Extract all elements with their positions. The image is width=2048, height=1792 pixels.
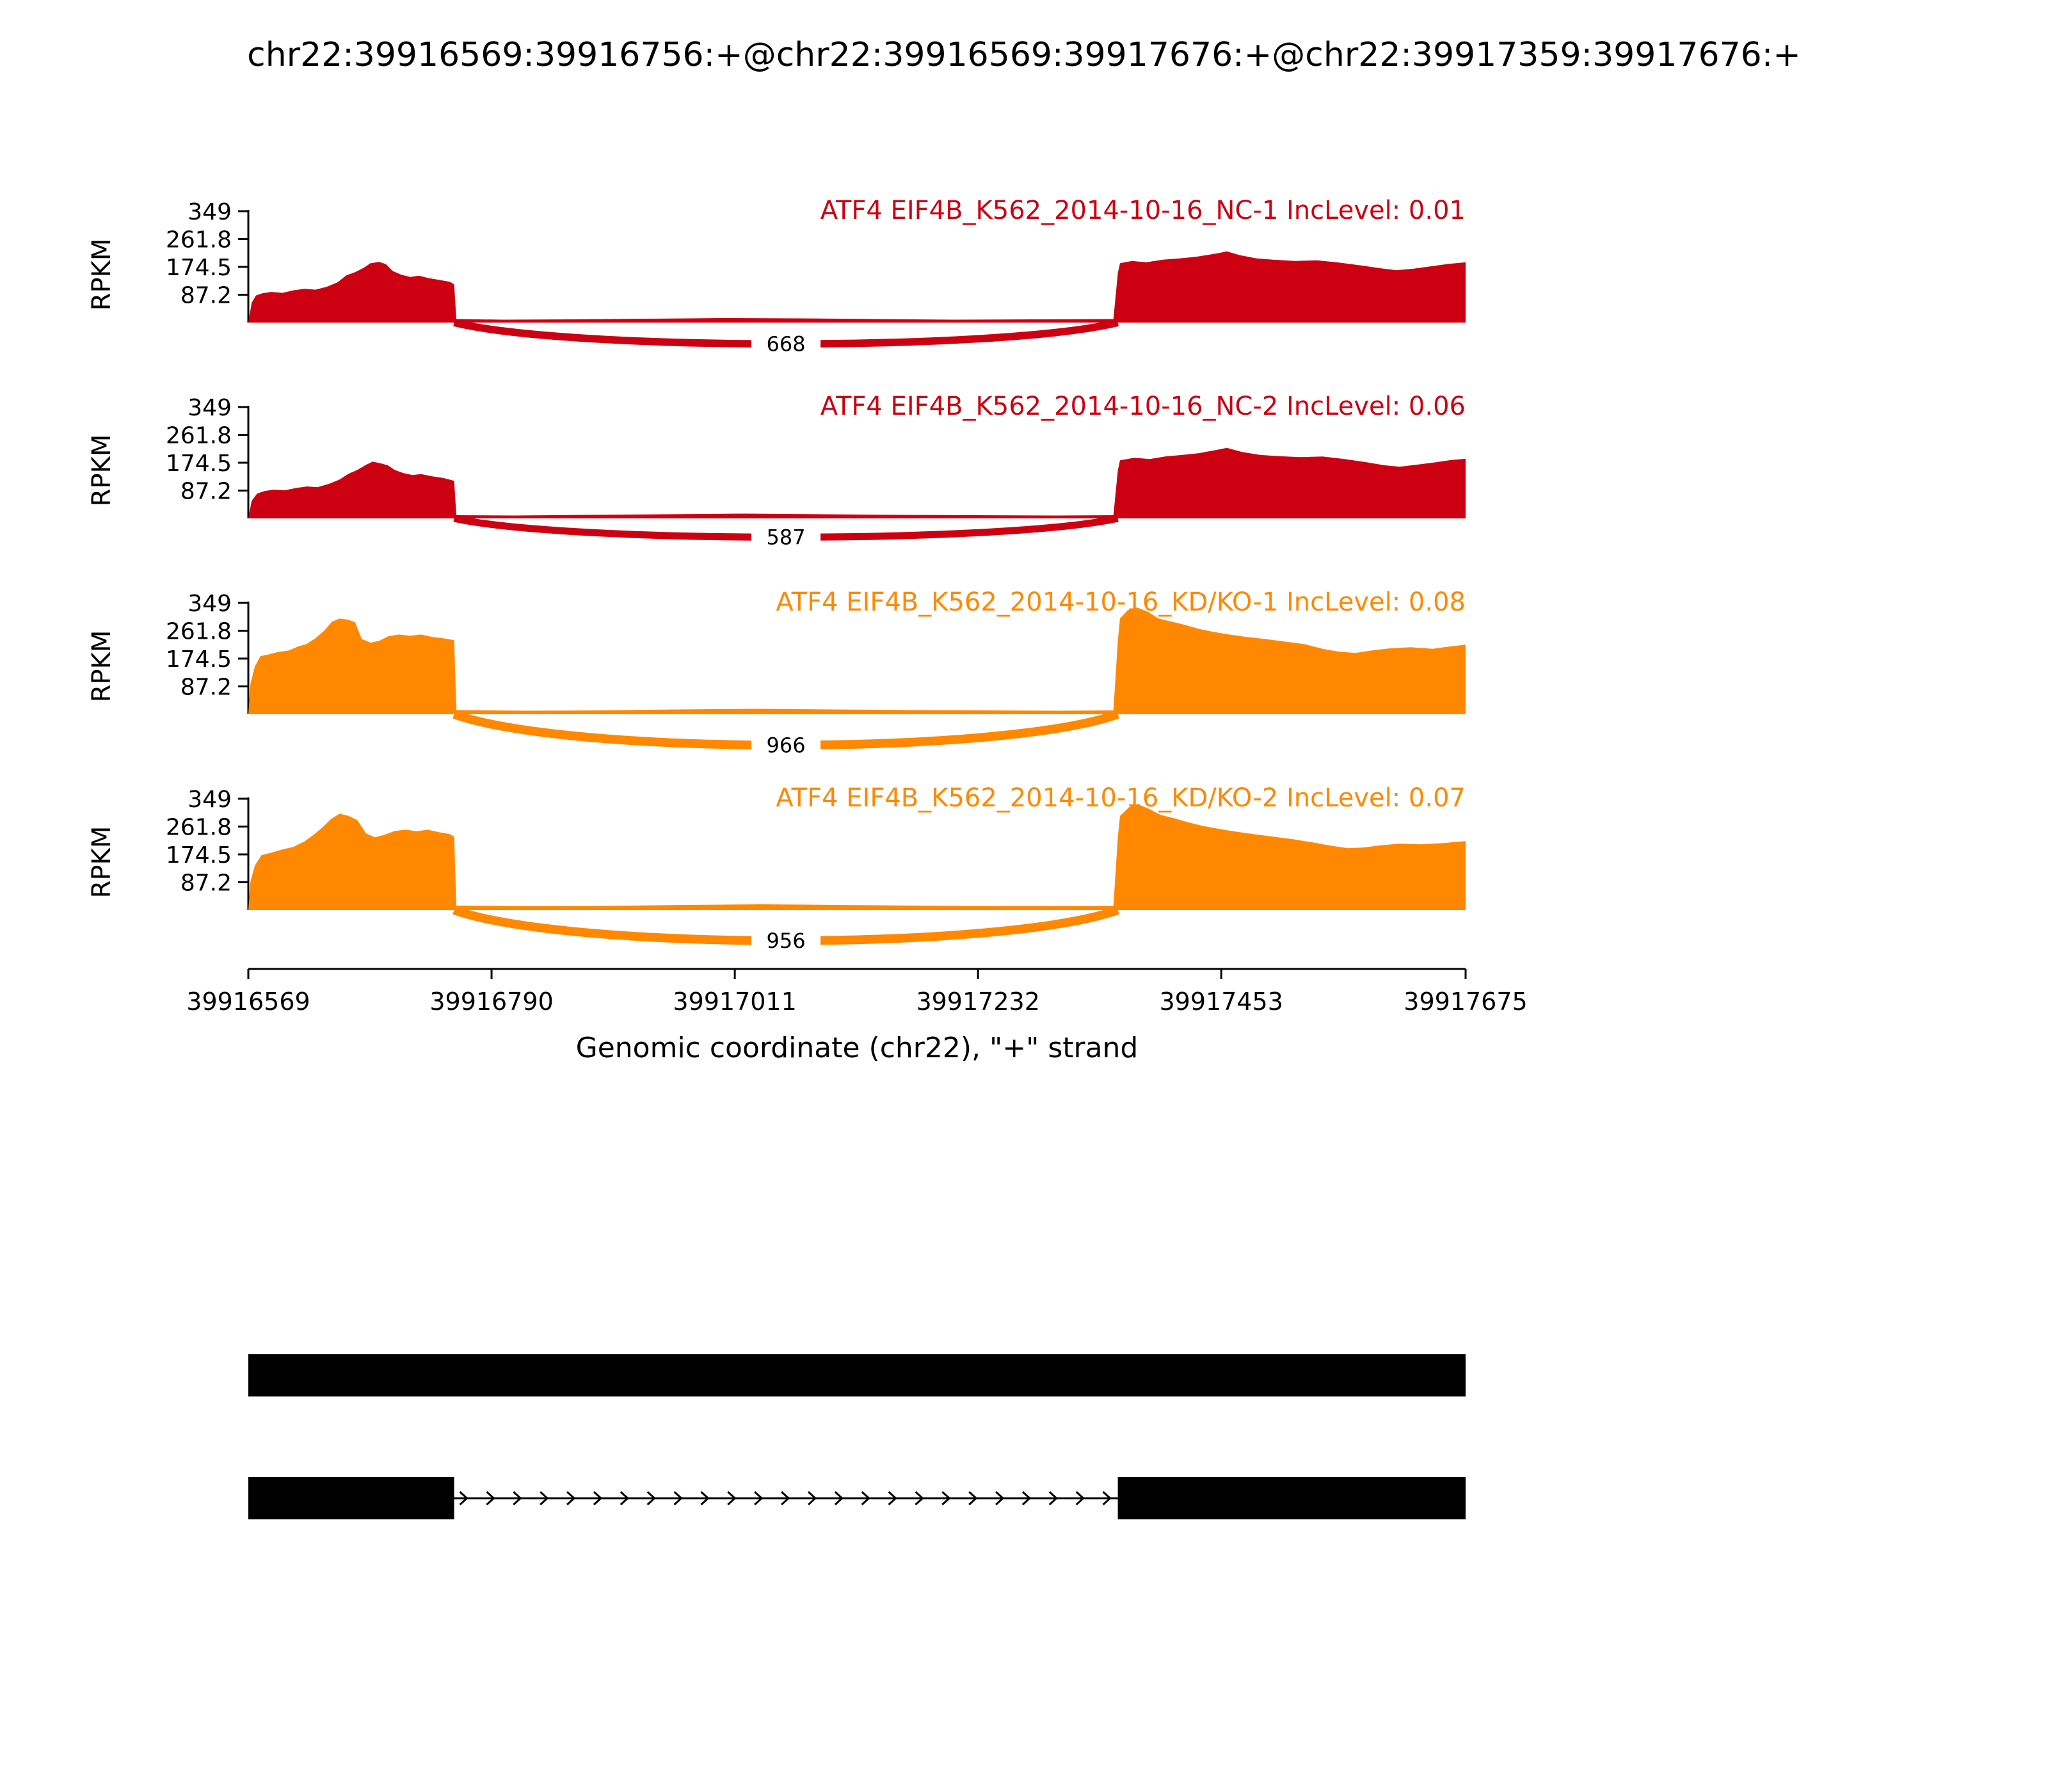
y-tick-label: 349 — [188, 199, 232, 225]
strand-arrow-icon — [861, 1491, 870, 1506]
strand-arrow-icon — [593, 1491, 603, 1506]
x-tick-label: 39916790 — [429, 988, 553, 1016]
y-tick-label: 87.2 — [180, 675, 232, 701]
strand-arrow-icon — [995, 1491, 1005, 1506]
track-label: ATF4 EIF4B_K562_2014-10-16_KD/KO-1 IncLe… — [776, 588, 1466, 617]
strand-arrow-icon — [646, 1491, 656, 1506]
coverage-area — [248, 447, 1466, 518]
strand-arrow-icon — [754, 1491, 764, 1506]
strand-arrow-icon — [781, 1491, 790, 1506]
junction-count-bg — [751, 730, 821, 760]
y-tick-label: 87.2 — [180, 479, 232, 505]
track-label: ATF4 EIF4B_K562_2014-10-16_NC-1 IncLevel… — [820, 196, 1466, 225]
junction-count: 966 — [767, 733, 806, 757]
strand-arrow-icon — [673, 1491, 683, 1506]
strand-arrow-icon — [888, 1491, 897, 1506]
strand-arrow-icon — [1075, 1491, 1085, 1506]
strand-arrow-icon — [915, 1491, 924, 1506]
strand-arrow-icon — [486, 1491, 495, 1506]
strand-arrow-icon — [700, 1491, 710, 1506]
strand-arrow-icon — [566, 1491, 576, 1506]
strand-arrow-icon — [807, 1491, 817, 1506]
coverage-area — [248, 607, 1466, 714]
x-tick-label: 39917675 — [1404, 988, 1527, 1016]
y-axis-label-rpkm: RPKM — [87, 630, 116, 703]
exon-block — [248, 1477, 454, 1519]
x-axis-title: Genomic coordinate (chr22), "+" strand — [575, 1032, 1139, 1064]
y-tick-label: 261.8 — [166, 618, 232, 644]
x-tick-label: 39917453 — [1160, 988, 1283, 1016]
y-tick-label: 261.8 — [166, 227, 232, 253]
strand-arrow-icon — [540, 1491, 549, 1506]
y-axis-label-rpkm: RPKM — [87, 826, 116, 899]
strand-arrow-icon — [834, 1491, 844, 1506]
y-tick-label: 261.8 — [166, 422, 232, 449]
junction-count: 587 — [767, 525, 806, 549]
y-tick-label: 349 — [188, 591, 232, 617]
track-label: ATF4 EIF4B_K562_2014-10-16_NC-2 IncLevel… — [820, 392, 1466, 421]
junction-count: 668 — [767, 332, 806, 356]
gene-structure — [248, 1354, 1466, 1519]
y-tick-label: 174.5 — [166, 842, 232, 868]
y-tick-label: 87.2 — [180, 870, 232, 897]
x-axis: 39916569 39916790 39917011 39917232 39917453… — [186, 968, 1528, 1016]
x-tick-label: 39917011 — [673, 988, 796, 1016]
plot-title: chr22:39916569:39916756:+@chr22:39916569… — [247, 36, 1801, 74]
inclusion-isoform — [248, 1354, 1466, 1396]
x-tick-label: 39916569 — [186, 988, 310, 1016]
junction-count-bg — [751, 522, 821, 552]
strand-arrow-icon — [968, 1491, 978, 1506]
strand-arrow-icon — [1021, 1491, 1032, 1506]
coverage-area — [248, 251, 1466, 323]
y-tick-label: 261.8 — [166, 814, 232, 840]
junction-count-bg — [751, 329, 821, 359]
strand-arrow-icon — [941, 1491, 951, 1506]
track-label: ATF4 EIF4B_K562_2014-10-16_KD/KO-2 IncLe… — [776, 783, 1466, 813]
skipping-isoform — [248, 1477, 1466, 1519]
y-tick-label: 349 — [188, 395, 232, 421]
y-axis-label-rpkm: RPKM — [87, 239, 116, 311]
y-tick-label: 174.5 — [166, 646, 232, 673]
exon-block — [248, 1354, 1466, 1396]
strand-arrow-icon — [1102, 1491, 1112, 1506]
exon-block — [1117, 1477, 1466, 1519]
y-axis-label-rpkm: RPKM — [87, 435, 116, 507]
junction-count-bg — [751, 925, 821, 956]
y-tick-label: 174.5 — [166, 255, 232, 281]
y-tick-label: 174.5 — [166, 451, 232, 477]
y-tick-label: 349 — [188, 787, 232, 813]
x-tick-label: 39917232 — [916, 988, 1039, 1016]
strand-arrow-icon — [620, 1491, 630, 1506]
strand-arrow-icon — [1048, 1491, 1059, 1506]
y-tick-label: 87.2 — [180, 283, 232, 309]
strand-arrow-icon — [513, 1491, 522, 1506]
strand-arrow-icon — [459, 1491, 468, 1506]
junction-count: 956 — [767, 929, 806, 953]
coverage-area — [248, 804, 1466, 910]
strand-arrow-icon — [727, 1491, 737, 1506]
